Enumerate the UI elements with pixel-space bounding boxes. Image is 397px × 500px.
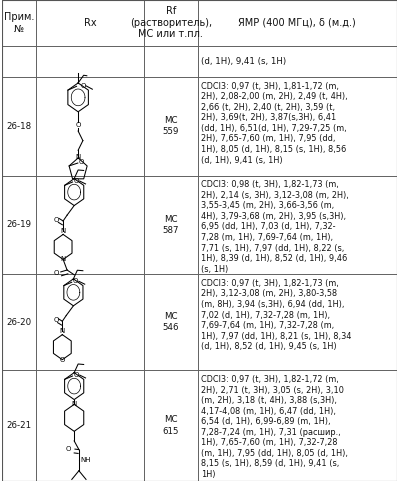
Text: 26-19: 26-19 <box>6 220 31 230</box>
Bar <box>36 46 144 77</box>
Bar <box>198 77 397 176</box>
Text: O: O <box>73 278 78 284</box>
Text: N: N <box>75 154 81 160</box>
Text: O: O <box>65 446 71 452</box>
Text: МС
587: МС 587 <box>163 214 179 235</box>
Text: N: N <box>71 402 77 407</box>
Bar <box>198 46 397 77</box>
Text: N: N <box>60 228 66 234</box>
Text: O: O <box>54 270 60 276</box>
Bar <box>198 274 397 370</box>
Text: O: O <box>74 178 79 184</box>
Bar <box>36 0 144 46</box>
Text: Rf
(растворитель),
МС или т.пл.: Rf (растворитель), МС или т.пл. <box>130 6 212 40</box>
Text: CDCl3: 0,97 (t, 3H), 1,82-1,72 (m,
2H), 2,71 (t, 3H), 3,05 (s, 2H), 3,10
(m, 2H): CDCl3: 0,97 (t, 3H), 1,82-1,72 (m, 2H), … <box>201 375 348 479</box>
Bar <box>2 46 36 77</box>
Bar <box>2 176 36 274</box>
Text: O: O <box>54 217 60 223</box>
Bar <box>198 370 397 481</box>
Text: O: O <box>79 159 85 165</box>
Bar <box>144 370 198 481</box>
Text: МС
546: МС 546 <box>163 312 179 332</box>
Bar <box>144 274 198 370</box>
Bar <box>2 77 36 176</box>
Bar <box>36 176 144 274</box>
Text: CDCl3: 0,97 (t, 3H), 1,82-1,73 (m,
2H), 3,12-3,08 (m, 2H), 3,80-3,58
(m, 8H), 3,: CDCl3: 0,97 (t, 3H), 1,82-1,73 (m, 2H), … <box>201 279 351 351</box>
Text: Rx: Rx <box>84 18 96 28</box>
Bar <box>2 370 36 481</box>
Text: O: O <box>75 122 81 128</box>
Text: NH: NH <box>81 457 91 463</box>
Bar <box>2 274 36 370</box>
Bar <box>198 0 397 46</box>
Bar <box>36 370 144 481</box>
Bar <box>2 0 36 46</box>
Bar <box>144 0 198 46</box>
Bar <box>144 77 198 176</box>
Bar <box>36 77 144 176</box>
Text: Прим.
№: Прим. № <box>4 12 34 34</box>
Bar <box>144 176 198 274</box>
Text: ЯМР (400 МГц), δ (м.д.): ЯМР (400 МГц), δ (м.д.) <box>239 18 356 28</box>
Text: O: O <box>60 356 65 362</box>
Text: (d, 1H), 9,41 (s, 1H): (d, 1H), 9,41 (s, 1H) <box>201 57 286 66</box>
Text: N: N <box>60 328 65 334</box>
Text: МС
615: МС 615 <box>163 416 179 436</box>
Text: 26-18: 26-18 <box>6 122 31 130</box>
Text: CDCl3: 0,97 (t, 3H), 1,81-1,72 (m,
2H), 2,08-2,00 (m, 2H), 2,49 (t, 4H),
2,66 (t: CDCl3: 0,97 (t, 3H), 1,81-1,72 (m, 2H), … <box>201 82 347 164</box>
Text: МС
559: МС 559 <box>163 116 179 136</box>
Text: O: O <box>53 317 59 323</box>
Text: O: O <box>80 83 86 89</box>
Text: O: O <box>74 372 79 378</box>
Bar <box>198 176 397 274</box>
Text: N: N <box>60 256 66 262</box>
Text: CDCl3: 0,98 (t, 3H), 1,82-1,73 (m,
2H), 2,14 (s, 3H), 3,12-3,08 (m, 2H),
3,55-3,: CDCl3: 0,98 (t, 3H), 1,82-1,73 (m, 2H), … <box>201 180 349 274</box>
Bar <box>36 274 144 370</box>
Text: 26-20: 26-20 <box>6 318 31 326</box>
Text: 26-21: 26-21 <box>6 421 31 430</box>
Bar <box>144 46 198 77</box>
